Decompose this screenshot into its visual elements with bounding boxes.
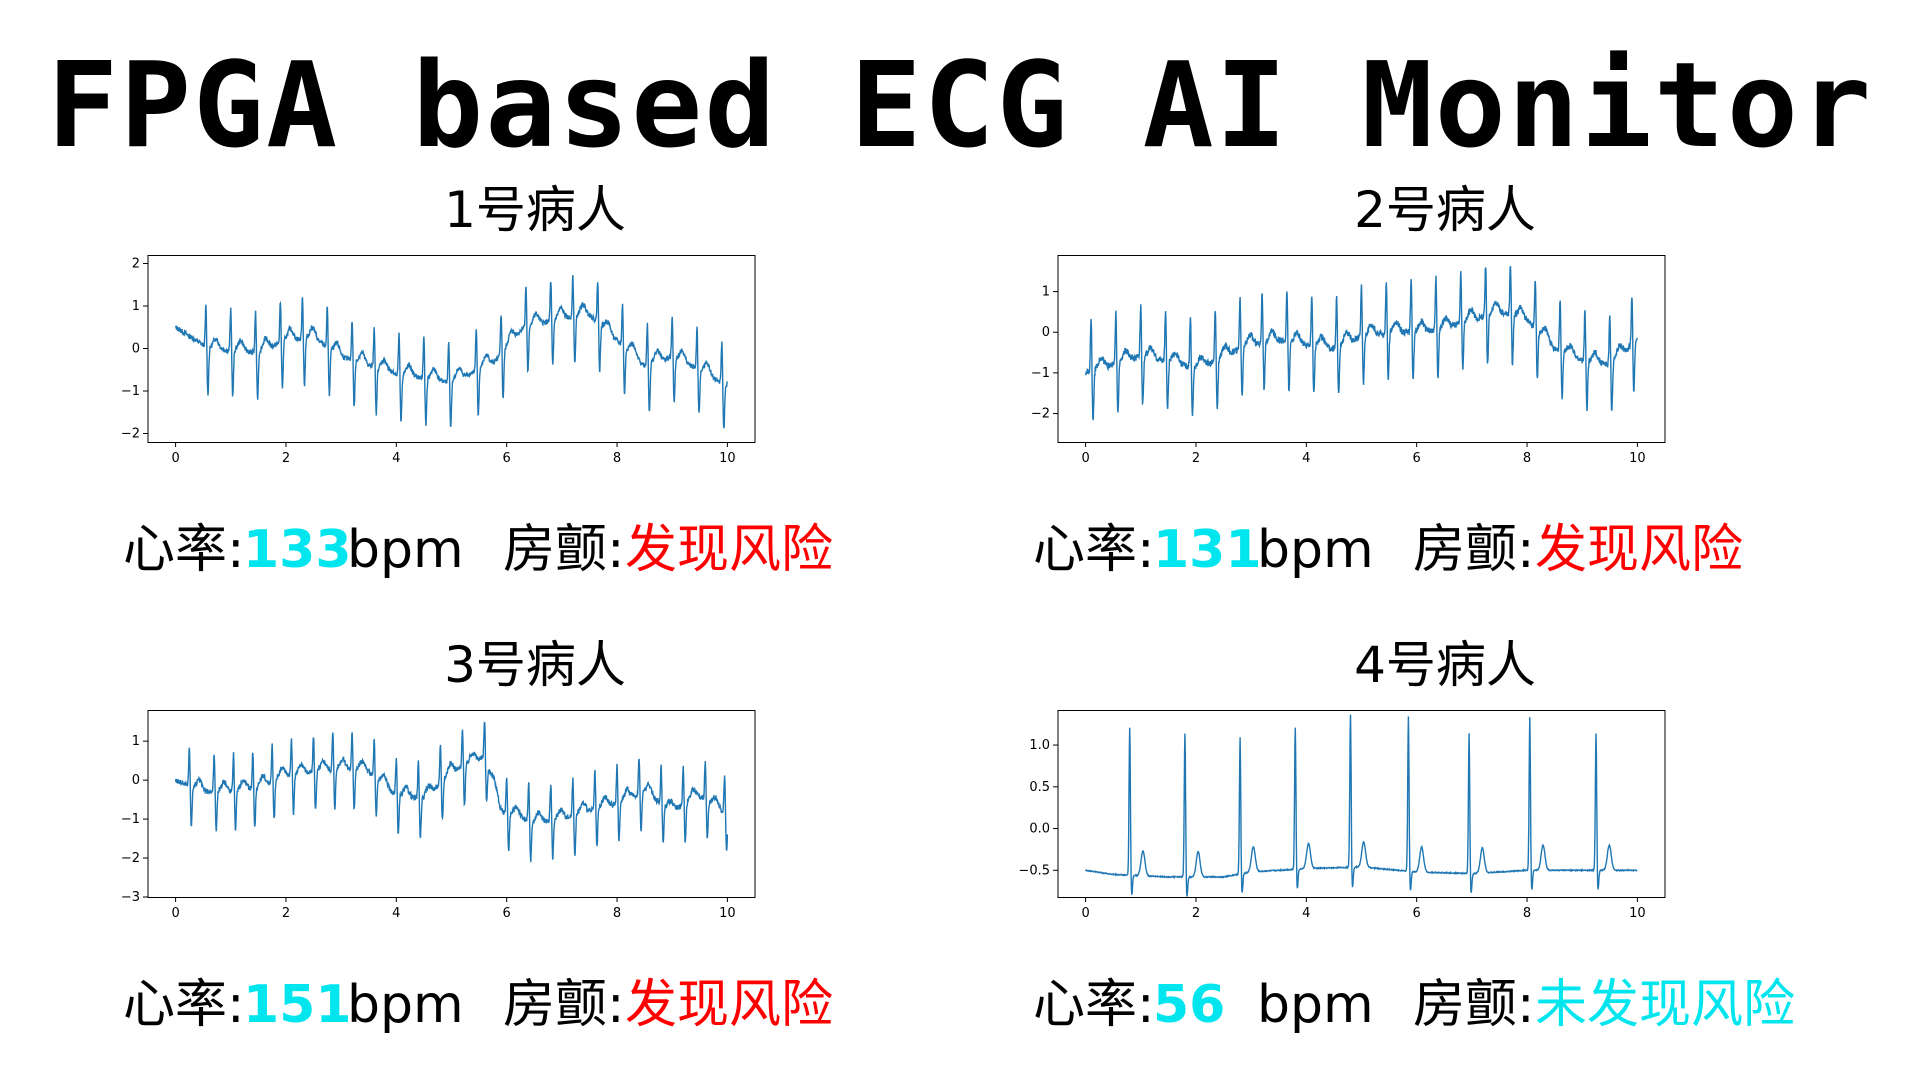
- status-line: 心率: 133 bpm 房颤: 发现风险: [95, 510, 975, 590]
- y-tick-label: −2: [1031, 407, 1050, 422]
- y-tick-label: 1: [132, 734, 140, 749]
- y-tick-label: −2: [121, 851, 140, 866]
- y-tick-label: 0: [132, 773, 140, 788]
- patient-panel-1: 1号病人 0 2 4 6 8 10 −2 −1 0 1 2 心率: 133 bpm 房颤: 发现风险: [95, 180, 975, 610]
- heart-rate-unit: bpm: [347, 975, 464, 1035]
- y-tick-label: 0: [132, 342, 140, 357]
- y-tick-label: 0.5: [1029, 780, 1050, 795]
- afib-label: 房颤:: [503, 975, 625, 1035]
- x-tick-label: 0: [1081, 451, 1089, 466]
- x-tick-label: 2: [282, 451, 290, 466]
- x-tick-label: 0: [1081, 906, 1089, 921]
- patient-title: 2号病人: [1354, 181, 1536, 239]
- status-line: 心率: 131 bpm 房颤: 发现风险: [1005, 510, 1885, 590]
- x-tick-label: 0: [171, 906, 179, 921]
- y-tick-label: 1: [1042, 285, 1050, 300]
- ecg-chart: 0 2 4 6 8 10 −0.5 0.0 0.5 1.0: [1018, 710, 1666, 921]
- afib-label: 房颤:: [1413, 975, 1535, 1035]
- ecg-trace: [174, 721, 729, 863]
- patient-panel-2: 2号病人 0 2 4 6 8 10 −2 −1 0 1 心率: 131 bpm 房颤: 发现风险: [1005, 180, 1885, 610]
- heart-rate-label: 心率:: [123, 520, 245, 580]
- afib-status: 发现风险: [1535, 520, 1744, 580]
- y-tick-label: −1: [121, 812, 140, 827]
- y-tick-label: 0.0: [1029, 822, 1050, 837]
- x-tick-label: 4: [392, 906, 400, 921]
- heart-rate-value: 56: [1153, 975, 1226, 1035]
- plot-frame: [1057, 710, 1666, 898]
- heart-rate-unit: bpm: [1257, 520, 1374, 580]
- x-tick-label: 10: [1629, 906, 1646, 921]
- afib-status: 未发现风险: [1535, 975, 1796, 1035]
- ecg-trace: [174, 275, 728, 429]
- afib-label: 房颤:: [503, 520, 625, 580]
- heart-rate-value: 131: [1153, 520, 1262, 580]
- x-tick-label: 8: [613, 906, 621, 921]
- plot-frame: [147, 710, 756, 898]
- x-tick-label: 6: [503, 451, 511, 466]
- y-tick-label: 1: [132, 299, 140, 314]
- x-tick-label: 0: [171, 451, 179, 466]
- heart-rate-value: 151: [243, 975, 352, 1035]
- x-tick-label: 4: [1302, 906, 1310, 921]
- ecg-chart: 0 2 4 6 8 10 −3 −2 −1 0 1: [121, 710, 756, 921]
- patient-panel-4: 4号病人 0 2 4 6 8 10 −0.5 0.0 0.5 1.0 心率: 56 bpm 房颤:…: [1005, 635, 1885, 1065]
- heart-rate-label: 心率:: [1033, 520, 1155, 580]
- y-tick-label: −2: [121, 427, 140, 442]
- y-tick-label: 0: [1042, 325, 1050, 340]
- x-tick-label: 10: [1629, 451, 1646, 466]
- x-tick-label: 10: [719, 906, 736, 921]
- x-tick-label: 8: [613, 451, 621, 466]
- x-tick-label: 4: [392, 451, 400, 466]
- x-tick-label: 2: [1192, 906, 1200, 921]
- x-tick-label: 6: [1413, 451, 1421, 466]
- x-tick-label: 8: [1523, 451, 1531, 466]
- heart-rate-label: 心率:: [1033, 975, 1155, 1035]
- heart-rate-label: 心率:: [123, 975, 245, 1035]
- ecg-trace: [1084, 714, 1638, 897]
- status-line: 心率: 151 bpm 房颤: 发现风险: [95, 965, 975, 1045]
- status-line: 心率: 56 bpm 房颤: 未发现风险: [1005, 965, 1885, 1045]
- afib-status: 发现风险: [625, 975, 834, 1035]
- heart-rate-value: 133: [243, 520, 352, 580]
- x-tick-label: 2: [282, 906, 290, 921]
- y-tick-label: 1.0: [1029, 738, 1050, 753]
- y-tick-label: −3: [121, 890, 140, 905]
- patient-title: 1号病人: [444, 181, 626, 239]
- x-tick-label: 4: [1302, 451, 1310, 466]
- heart-rate-unit: bpm: [1257, 975, 1374, 1035]
- y-tick-label: −1: [1031, 366, 1050, 381]
- ecg-chart: 0 2 4 6 8 10 −2 −1 0 1 2: [121, 255, 756, 466]
- x-tick-label: 8: [1523, 906, 1531, 921]
- x-tick-label: 2: [1192, 451, 1200, 466]
- x-tick-label: 6: [503, 906, 511, 921]
- ecg-trace: [1084, 265, 1639, 421]
- patient-title: 4号病人: [1354, 636, 1536, 694]
- x-tick-label: 6: [1413, 906, 1421, 921]
- plot-frame: [1057, 255, 1666, 443]
- ecg-chart: 0 2 4 6 8 10 −2 −1 0 1: [1031, 255, 1666, 466]
- x-tick-label: 10: [719, 451, 736, 466]
- patient-panel-3: 3号病人 0 2 4 6 8 10 −3 −2 −1 0 1 心率: 151 bpm 房颤: 发现风…: [95, 635, 975, 1065]
- y-tick-label: −1: [121, 384, 140, 399]
- heart-rate-unit: bpm: [347, 520, 464, 580]
- afib-label: 房颤:: [1413, 520, 1535, 580]
- main-title: FPGA based ECG AI Monitor: [46, 36, 1874, 174]
- patient-title: 3号病人: [444, 636, 626, 694]
- afib-status: 发现风险: [625, 520, 834, 580]
- y-tick-label: −0.5: [1018, 863, 1050, 878]
- y-tick-label: 2: [132, 257, 140, 272]
